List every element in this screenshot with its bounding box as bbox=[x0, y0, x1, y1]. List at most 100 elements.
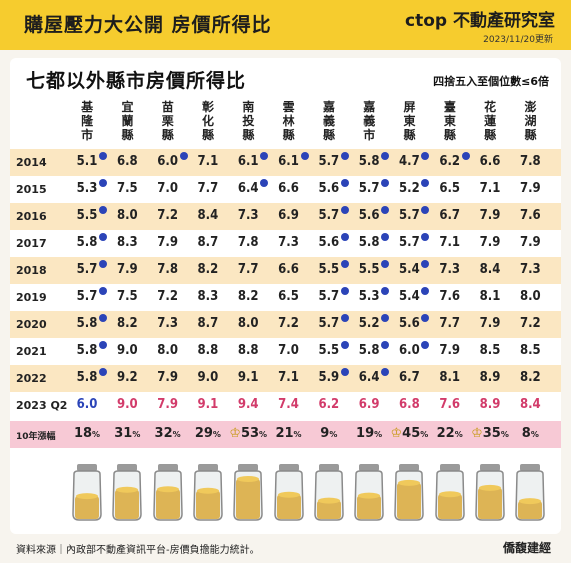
chart-subtitle: 七都以外縣市房價所得比 bbox=[26, 70, 247, 92]
value-cell: 8.1 bbox=[479, 289, 501, 304]
affordable-marker bbox=[99, 179, 107, 187]
affordable-marker bbox=[99, 233, 107, 241]
crown-icon: ♔ bbox=[471, 426, 483, 441]
value-cell: 7.3 bbox=[157, 316, 178, 331]
column-header: 澎湖縣 bbox=[524, 100, 537, 142]
value-cell: 5.7 bbox=[399, 235, 420, 250]
value-cell: 6.2 bbox=[318, 397, 340, 412]
data-source: 資料來源｜內政部不動產資訊平台-房價負擔能力統計。 bbox=[16, 545, 260, 556]
value-cell: 6.0 bbox=[157, 154, 178, 169]
growth-value: ♔45% bbox=[390, 426, 429, 441]
value-cell: 7.1 bbox=[439, 235, 461, 250]
value-cell: 9.0 bbox=[116, 343, 138, 358]
value-cell: 7.9 bbox=[519, 235, 541, 250]
value-cell: 8.7 bbox=[197, 235, 219, 250]
value-cell: 5.8 bbox=[76, 316, 98, 331]
value-cell: 5.6 bbox=[318, 181, 340, 196]
column-header: 嘉義市 bbox=[363, 100, 376, 142]
value-cell: 7.9 bbox=[116, 262, 138, 277]
value-cell: 7.3 bbox=[439, 262, 461, 277]
coin-jar-icon bbox=[270, 462, 308, 522]
value-cell: 8.2 bbox=[237, 289, 259, 304]
growth-value: 21% bbox=[275, 426, 302, 441]
value-cell: 5.3 bbox=[358, 289, 380, 304]
value-cell: 7.9 bbox=[479, 208, 501, 223]
value-cell: 8.2 bbox=[116, 316, 138, 331]
affordable-marker bbox=[340, 152, 349, 160]
value-cell: 7.9 bbox=[479, 316, 501, 331]
value-cell: 5.6 bbox=[318, 235, 340, 250]
affordable-marker bbox=[381, 341, 390, 349]
value-cell: 6.1 bbox=[237, 154, 259, 169]
affordable-marker bbox=[381, 368, 390, 376]
company-logo: 僑馥建經 bbox=[502, 541, 551, 555]
value-cell: 8.4 bbox=[519, 397, 541, 412]
year-label: 2017 bbox=[16, 237, 47, 250]
affordable-marker bbox=[421, 287, 430, 295]
value-cell: 6.6 bbox=[278, 181, 299, 196]
value-cell: 8.3 bbox=[197, 289, 219, 304]
value-cell: 8.0 bbox=[116, 208, 138, 223]
value-cell: 7.9 bbox=[479, 235, 501, 250]
year-label: 2015 bbox=[16, 183, 47, 196]
column-header: 雲林縣 bbox=[282, 100, 295, 142]
affordable-marker bbox=[421, 152, 430, 160]
value-cell: 7.3 bbox=[278, 235, 299, 250]
value-cell: 6.8 bbox=[116, 154, 138, 169]
value-cell: 6.9 bbox=[278, 208, 299, 223]
value-cell: 5.8 bbox=[76, 343, 98, 358]
column-header: 南投縣 bbox=[242, 100, 255, 142]
year-label: 2019 bbox=[16, 291, 47, 304]
affordable-marker bbox=[340, 233, 349, 241]
value-cell: 8.5 bbox=[479, 343, 501, 358]
value-cell: 6.2 bbox=[439, 154, 461, 169]
value-cell: 5.4 bbox=[399, 289, 420, 304]
value-cell: 9.0 bbox=[197, 370, 219, 385]
value-cell: 7.1 bbox=[479, 181, 501, 196]
value-cell: 8.8 bbox=[237, 343, 259, 358]
growth-value: 18% bbox=[73, 426, 101, 441]
growth-value: 31% bbox=[114, 426, 141, 441]
value-cell: 8.4 bbox=[479, 262, 501, 277]
value-cell: 5.1 bbox=[76, 154, 98, 169]
value-cell: 5.5 bbox=[318, 262, 340, 277]
value-cell: 7.6 bbox=[439, 397, 461, 412]
value-cell: 7.7 bbox=[237, 262, 259, 277]
value-cell: 7.2 bbox=[519, 316, 541, 331]
affordable-marker bbox=[99, 368, 107, 376]
affordable-marker bbox=[381, 179, 390, 187]
year-label: 2020 bbox=[16, 318, 47, 331]
coin-jar-icon bbox=[511, 462, 549, 522]
affordable-marker bbox=[381, 233, 390, 241]
brand-logo: ctop 不動產研究室 bbox=[405, 11, 555, 31]
coin-jar-icon bbox=[431, 462, 469, 522]
affordable-marker bbox=[381, 314, 390, 322]
value-cell: 7.8 bbox=[157, 262, 178, 277]
column-header: 花蓮縣 bbox=[484, 100, 497, 142]
value-cell: 8.8 bbox=[197, 343, 219, 358]
affordable-marker bbox=[381, 260, 390, 268]
value-cell: 5.8 bbox=[358, 154, 380, 169]
affordable-marker bbox=[340, 206, 349, 214]
rounding-note: 四捨五入至個位數≤6倍 bbox=[433, 75, 549, 88]
value-cell: 7.1 bbox=[278, 370, 299, 385]
column-header: 嘉義縣 bbox=[322, 100, 335, 142]
coin-jar-icon bbox=[149, 462, 187, 522]
value-cell: 7.9 bbox=[439, 343, 461, 358]
update-date: 2023/11/20更新 bbox=[483, 35, 553, 45]
affordable-marker bbox=[99, 260, 107, 268]
value-cell: 5.9 bbox=[318, 370, 340, 385]
value-cell: 5.7 bbox=[76, 262, 98, 277]
year-label: 2021 bbox=[16, 345, 47, 358]
crown-icon: ♔ bbox=[229, 426, 241, 441]
value-cell: 5.8 bbox=[358, 235, 380, 250]
affordable-marker bbox=[421, 233, 430, 241]
coin-jar-icon bbox=[108, 462, 146, 522]
value-cell: 7.3 bbox=[519, 262, 541, 277]
value-cell: 9.1 bbox=[237, 370, 259, 385]
value-cell: 6.1 bbox=[278, 154, 299, 169]
affordable-marker bbox=[99, 287, 107, 295]
affordable-marker bbox=[381, 206, 390, 214]
value-cell: 8.4 bbox=[197, 208, 219, 223]
value-cell: 8.2 bbox=[197, 262, 219, 277]
